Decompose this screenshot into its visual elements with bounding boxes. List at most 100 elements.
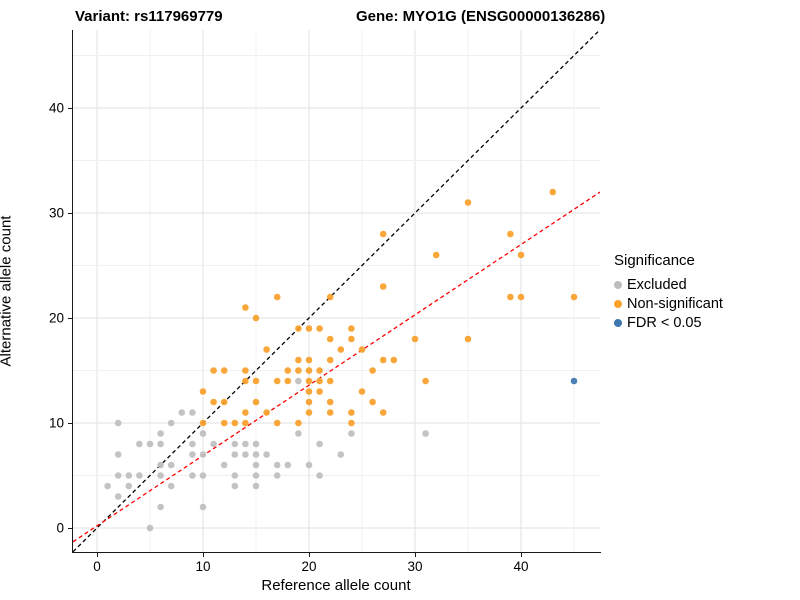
plot-panel (72, 29, 601, 553)
data-point (157, 430, 164, 437)
y-tick-label: 30 (48, 205, 64, 221)
data-point (199, 419, 207, 427)
data-point (231, 472, 239, 479)
regression-line (72, 191, 601, 543)
data-point (189, 409, 196, 416)
data-point (284, 461, 292, 469)
data-point (337, 451, 345, 458)
y-tick-mark (68, 423, 72, 425)
y-axis-title: Alternative allele count (0, 215, 15, 367)
data-point (242, 419, 249, 427)
data-point (316, 377, 323, 385)
data-point (231, 451, 239, 458)
y-tick-label: 40 (48, 100, 64, 116)
data-point (231, 419, 239, 427)
data-point (284, 367, 292, 374)
data-point (252, 398, 260, 406)
data-point (242, 409, 249, 416)
data-point (252, 377, 260, 385)
data-point (326, 293, 334, 301)
legend-item-label: Excluded (627, 276, 687, 293)
data-point (379, 409, 387, 416)
data-point (178, 409, 186, 416)
data-point (337, 346, 345, 353)
data-point (316, 472, 323, 479)
x-tick-mark (97, 553, 99, 557)
data-point (316, 440, 323, 448)
legend-item-label: Non-significant (627, 295, 723, 312)
data-point (252, 451, 260, 458)
data-point (242, 377, 249, 385)
legend-item: Non-significant (614, 294, 723, 313)
y-tick-label: 0 (56, 520, 64, 536)
y-tick-mark (68, 318, 72, 320)
x-tick-label: 30 (407, 559, 423, 574)
data-point (157, 440, 164, 448)
data-point (295, 325, 302, 332)
data-point (507, 293, 514, 301)
data-point (114, 472, 122, 479)
y-tick-mark (68, 108, 72, 110)
data-point (157, 472, 164, 479)
data-point (252, 461, 260, 469)
data-point (220, 398, 228, 406)
y-tick-label: 10 (48, 415, 64, 431)
data-point (125, 472, 133, 479)
data-point (199, 388, 207, 395)
data-point (348, 335, 355, 343)
data-point (517, 251, 525, 259)
data-point (379, 356, 387, 364)
legend-title: Significance (614, 252, 695, 269)
data-point (348, 430, 355, 437)
data-point (189, 440, 196, 448)
legend-dot-icon (614, 280, 622, 289)
data-point (252, 440, 260, 448)
data-point (252, 472, 260, 479)
data-point (379, 230, 387, 238)
data-point (422, 377, 429, 385)
identity-line (72, 29, 601, 553)
data-point (114, 493, 122, 500)
data-point (210, 367, 217, 374)
data-point (199, 503, 207, 511)
legend-dot-icon (614, 318, 622, 327)
data-point (422, 430, 429, 437)
legend-item: Excluded (614, 275, 723, 294)
data-point (570, 293, 578, 301)
data-point (189, 472, 196, 479)
data-point (348, 325, 355, 332)
data-point (326, 398, 334, 406)
data-point (390, 356, 398, 364)
y-tick-mark (68, 213, 72, 215)
data-point (348, 409, 355, 416)
data-point (305, 356, 313, 364)
data-point (305, 409, 313, 416)
data-point (305, 377, 313, 385)
data-point (220, 461, 228, 469)
data-point (220, 367, 228, 374)
data-point (358, 388, 366, 395)
data-point (305, 398, 313, 406)
data-point (273, 293, 281, 301)
data-point (167, 461, 175, 469)
variant-title: Variant: rs117969779 (75, 8, 223, 25)
data-point (210, 398, 217, 406)
x-axis-line (72, 552, 601, 554)
data-point (242, 304, 249, 311)
y-tick-mark (68, 528, 72, 530)
data-point (326, 335, 334, 343)
data-point (220, 419, 228, 427)
data-point (136, 440, 143, 448)
data-point (369, 367, 376, 374)
scatter-plot-svg (72, 29, 601, 553)
data-point (369, 398, 376, 406)
x-tick-label: 40 (513, 559, 529, 574)
y-tick-label: 20 (48, 310, 64, 326)
data-point (305, 461, 313, 469)
data-point (432, 251, 440, 259)
data-point (316, 325, 323, 332)
data-point (114, 419, 122, 427)
data-point (295, 430, 302, 437)
data-point (157, 503, 164, 511)
x-tick-mark (309, 553, 311, 557)
